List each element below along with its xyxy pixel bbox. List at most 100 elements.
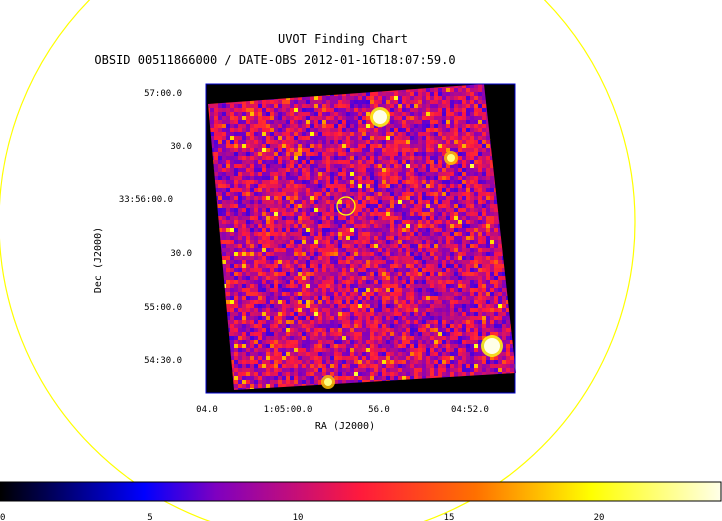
image-pixel (406, 136, 410, 140)
image-pixel (238, 292, 242, 296)
image-pixel (454, 144, 458, 148)
image-pixel (254, 184, 258, 188)
image-pixel (330, 112, 334, 116)
image-pixel (462, 120, 466, 124)
image-pixel (438, 288, 442, 292)
image-pixel (406, 148, 410, 152)
image-pixel (390, 232, 394, 236)
image-pixel (314, 104, 318, 108)
image-pixel (422, 92, 426, 96)
image-pixel (286, 240, 290, 244)
image-pixel (458, 256, 462, 260)
image-pixel (290, 228, 294, 232)
image-pixel (286, 228, 290, 232)
image-pixel (246, 176, 250, 180)
image-pixel (390, 112, 394, 116)
image-pixel (290, 140, 294, 144)
image-pixel (390, 228, 394, 232)
image-pixel (270, 320, 274, 324)
image-pixel (406, 292, 410, 296)
image-pixel (418, 184, 422, 188)
image-pixel (402, 320, 406, 324)
image-pixel (390, 248, 394, 252)
image-pixel (362, 132, 366, 136)
image-pixel (230, 128, 234, 132)
image-pixel (266, 180, 270, 184)
image-pixel (494, 308, 498, 312)
image-pixel (442, 216, 446, 220)
image-pixel (358, 96, 362, 100)
image-pixel (238, 288, 242, 292)
image-pixel (418, 148, 422, 152)
image-pixel (478, 92, 482, 96)
image-pixel (330, 128, 334, 132)
image-pixel (302, 192, 306, 196)
image-pixel (358, 116, 362, 120)
image-pixel (394, 264, 398, 268)
image-pixel (414, 224, 418, 228)
image-pixel (246, 120, 250, 124)
image-pixel (426, 128, 430, 132)
image-pixel (262, 136, 266, 140)
image-pixel (298, 256, 302, 260)
image-pixel (234, 332, 238, 336)
image-pixel (242, 248, 246, 252)
image-pixel (382, 132, 386, 136)
image-pixel (502, 300, 506, 304)
image-pixel (294, 124, 298, 128)
image-pixel (466, 256, 470, 260)
image-pixel (458, 236, 462, 240)
image-pixel (406, 184, 410, 188)
image-pixel (282, 276, 286, 280)
image-pixel (278, 280, 282, 284)
image-pixel (238, 152, 242, 156)
image-pixel (294, 284, 298, 288)
image-pixel (246, 184, 250, 188)
image-pixel (430, 272, 434, 276)
image-pixel (302, 160, 306, 164)
image-pixel (374, 244, 378, 248)
image-pixel (414, 196, 418, 200)
image-pixel (226, 136, 230, 140)
image-pixel (342, 160, 346, 164)
image-pixel (326, 124, 330, 128)
image-pixel (418, 216, 422, 220)
image-pixel (322, 220, 326, 224)
image-pixel (310, 292, 314, 296)
image-pixel (318, 296, 322, 300)
image-pixel (394, 144, 398, 148)
image-pixel (390, 308, 394, 312)
image-pixel (402, 316, 406, 320)
image-pixel (466, 112, 470, 116)
image-pixel (426, 312, 430, 316)
image-pixel (314, 212, 318, 216)
image-pixel (358, 120, 362, 124)
image-pixel (238, 120, 242, 124)
image-pixel (326, 276, 330, 280)
image-pixel (382, 148, 386, 152)
image-pixel (226, 280, 230, 284)
image-pixel (466, 84, 470, 88)
image-pixel (286, 332, 290, 336)
image-pixel (382, 136, 386, 140)
image-pixel (214, 184, 218, 188)
image-pixel (234, 240, 238, 244)
image-pixel (494, 304, 498, 308)
image-pixel (482, 192, 486, 196)
image-pixel (366, 256, 370, 260)
image-pixel (478, 240, 482, 244)
image-pixel (374, 296, 378, 300)
image-pixel (302, 168, 306, 172)
image-pixel (338, 208, 342, 212)
image-pixel (358, 272, 362, 276)
image-pixel (490, 320, 494, 324)
image-pixel (410, 140, 414, 144)
image-pixel (438, 208, 442, 212)
image-pixel (398, 176, 402, 180)
image-pixel (294, 140, 298, 144)
image-pixel (222, 208, 226, 212)
image-pixel (474, 332, 478, 336)
image-pixel (278, 328, 282, 332)
image-pixel (254, 204, 258, 208)
image-pixel (346, 308, 350, 312)
